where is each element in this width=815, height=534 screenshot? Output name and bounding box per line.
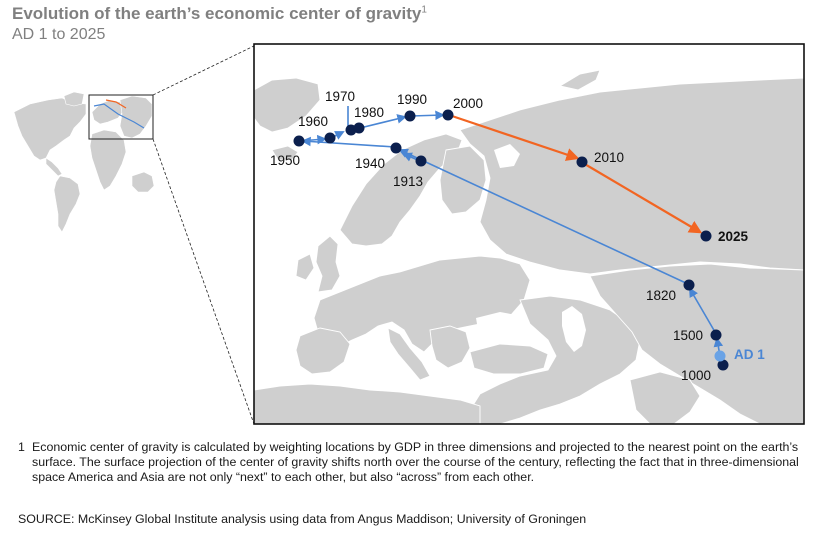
point-ad1 xyxy=(714,350,726,362)
sea-black xyxy=(476,312,530,336)
label-1980: 1980 xyxy=(354,105,384,120)
land-great-britain xyxy=(315,235,341,293)
footnote: 1 Economic center of gravity is calculat… xyxy=(18,440,803,485)
label-1820: 1820 xyxy=(646,288,676,303)
point-1960 xyxy=(324,132,336,144)
point-1950 xyxy=(293,135,305,147)
point-2010 xyxy=(576,156,588,168)
world-europe xyxy=(91,99,125,125)
points xyxy=(293,109,729,371)
footnote-number: 1 xyxy=(18,440,25,454)
point-2000 xyxy=(442,109,454,121)
label-2010: 2010 xyxy=(594,150,624,165)
point-1940 xyxy=(390,142,402,154)
point-1820 xyxy=(683,279,695,291)
chart-subtitle: AD 1 to 2025 xyxy=(12,26,106,43)
sea-white xyxy=(494,144,520,168)
land-india xyxy=(629,371,701,424)
sea-caspian xyxy=(562,306,586,352)
world-australia xyxy=(131,171,155,193)
point-1980 xyxy=(353,122,365,134)
label-1990: 1990 xyxy=(397,92,427,107)
world-africa xyxy=(89,129,127,191)
land-north-africa xyxy=(254,383,481,424)
land-ireland xyxy=(295,253,315,281)
land-balkans xyxy=(429,325,471,369)
world-south-america xyxy=(53,175,81,233)
label-1960: 1960 xyxy=(298,114,328,129)
label-1940: 1940 xyxy=(355,156,385,171)
label-2000: 2000 xyxy=(453,96,483,111)
footnote-text: Economic center of gravity is calculated… xyxy=(32,440,799,484)
point-1913 xyxy=(415,155,427,167)
label-1950: 1950 xyxy=(270,153,300,168)
land-iberia xyxy=(295,327,351,375)
title-footnote-marker: 1 xyxy=(421,4,427,16)
point-2025 xyxy=(700,230,712,242)
sea-baltic xyxy=(402,214,436,252)
world-mini-historic-path xyxy=(93,103,145,129)
main-map-frame xyxy=(253,43,805,425)
land-turkey xyxy=(469,343,549,375)
world-mini-projected-path xyxy=(105,99,127,109)
label-1500: 1500 xyxy=(673,328,703,343)
projected-path xyxy=(448,113,703,234)
land-novaya-zemlya xyxy=(558,69,601,91)
world-central-america xyxy=(45,157,63,177)
land-iceland xyxy=(271,145,299,161)
label-1913: 1913 xyxy=(393,174,423,189)
land-central-asia xyxy=(589,263,804,424)
point-1990 xyxy=(404,110,416,122)
point-1500 xyxy=(710,329,722,341)
world-inset-frame xyxy=(88,94,154,140)
label-2025: 2025 xyxy=(718,229,749,244)
land-russia xyxy=(459,77,804,275)
label-1000: 1000 xyxy=(681,368,711,383)
connector-line-bottom xyxy=(152,138,255,425)
world-greenland xyxy=(63,91,85,107)
world-north-america xyxy=(13,97,87,161)
label-1970: 1970 xyxy=(325,89,355,104)
connector-line-top xyxy=(152,43,259,96)
land-greenland xyxy=(254,77,321,133)
chart-title: Evolution of the earth’s economic center… xyxy=(12,4,427,23)
land-italy xyxy=(387,327,431,381)
source-note: SOURCE: McKinsey Global Institute analys… xyxy=(18,512,587,526)
label-ad1: AD 1 xyxy=(734,347,765,362)
point-1000 xyxy=(717,359,729,371)
